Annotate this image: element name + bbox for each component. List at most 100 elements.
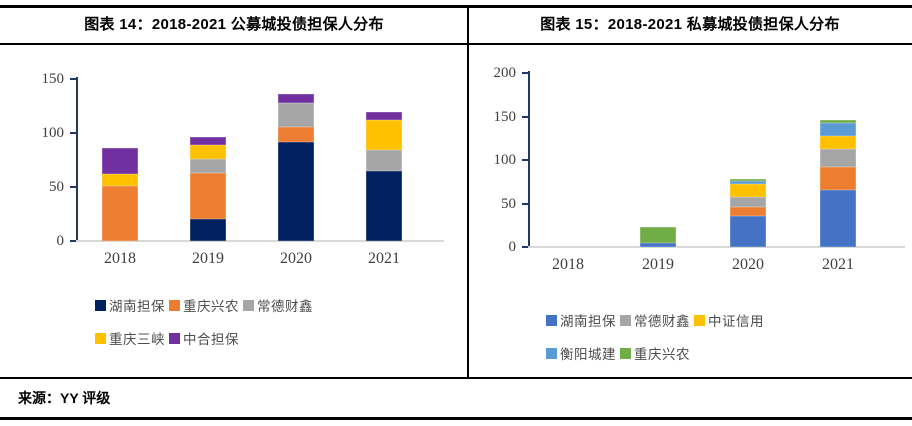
y-tick-label: 100 bbox=[41, 125, 65, 141]
y-tick-label: 200 bbox=[493, 65, 517, 81]
x-tick-label: 2021 bbox=[368, 250, 400, 267]
top-border bbox=[0, 5, 912, 8]
bar-segment bbox=[278, 126, 314, 142]
bottom-border bbox=[0, 417, 912, 420]
bar-segment bbox=[640, 226, 676, 243]
bar-segment bbox=[278, 102, 314, 127]
y-tick-label: 0 bbox=[508, 239, 517, 255]
legend-item: 中证信用 bbox=[694, 310, 764, 330]
y-axis-line bbox=[528, 71, 530, 247]
legend-label: 衡阳城建 bbox=[560, 347, 616, 362]
legend-row: 衡阳城建 重庆兴农 bbox=[546, 343, 690, 363]
legend-label: 常德财鑫 bbox=[634, 314, 690, 329]
bar-segment bbox=[102, 148, 138, 175]
bar-segment bbox=[366, 170, 402, 241]
legend-label: 中合担保 bbox=[183, 332, 239, 347]
legend-swatch bbox=[694, 314, 705, 326]
y-tick-mark bbox=[522, 72, 528, 74]
bar-segment bbox=[640, 242, 676, 247]
x-tick-label: 2019 bbox=[192, 250, 224, 267]
legend-swatch bbox=[620, 347, 631, 359]
legend-label: 湖南担保 bbox=[109, 299, 165, 314]
legend-label: 重庆三峡 bbox=[109, 332, 165, 347]
bar-segment bbox=[190, 172, 226, 220]
bar-segment bbox=[820, 135, 856, 149]
chart14-title: 图表 14：2018-2021 公募城投债担保人分布 bbox=[84, 16, 384, 33]
bar-segment bbox=[190, 219, 226, 241]
bar-segment bbox=[366, 150, 402, 171]
bar-segment bbox=[820, 119, 856, 124]
bar-segment bbox=[366, 112, 402, 121]
legend-swatch bbox=[169, 332, 180, 344]
y-tick-label: 150 bbox=[41, 71, 65, 87]
y-tick-label: 50 bbox=[49, 179, 64, 195]
y-tick-mark bbox=[522, 115, 528, 118]
legend-item: 常德财鑫 bbox=[620, 310, 690, 330]
legend-swatch bbox=[95, 299, 106, 311]
bar-segment bbox=[730, 184, 766, 197]
bar-segment bbox=[278, 94, 314, 103]
legend-label: 常德财鑫 bbox=[257, 299, 313, 314]
bar-segment bbox=[190, 144, 226, 159]
legend-swatch bbox=[95, 332, 106, 344]
bar-segment bbox=[820, 166, 856, 190]
bar-segment bbox=[730, 180, 766, 185]
bar-segment bbox=[190, 137, 226, 145]
y-tick-mark bbox=[522, 202, 528, 205]
header-underline bbox=[0, 43, 912, 45]
x-tick-label: 2020 bbox=[280, 250, 312, 267]
x-tick-label: 2020 bbox=[732, 256, 764, 273]
bar-segment bbox=[366, 120, 402, 151]
legend-item: 衡阳城建 bbox=[546, 343, 616, 363]
legend-label: 湖南担保 bbox=[560, 314, 616, 329]
bar-segment bbox=[730, 206, 766, 216]
bar-segment bbox=[820, 189, 856, 247]
legend-row: 重庆三峡 中合担保 bbox=[95, 328, 239, 348]
legend-swatch bbox=[169, 299, 180, 311]
legend-label: 重庆兴农 bbox=[634, 347, 690, 362]
bar-segment bbox=[278, 141, 314, 241]
source-divider bbox=[0, 377, 912, 379]
y-tick-label: 100 bbox=[493, 152, 517, 168]
y-axis-line bbox=[76, 77, 78, 241]
x-tick-label: 2021 bbox=[822, 256, 854, 273]
legend-swatch bbox=[620, 314, 631, 326]
y-tick-label: 0 bbox=[56, 233, 65, 249]
legend-label: 重庆兴农 bbox=[183, 299, 239, 314]
legend-swatch bbox=[546, 347, 557, 359]
bar-segment bbox=[190, 158, 226, 173]
legend-row: 湖南担保 常德财鑫 中证信用 bbox=[546, 310, 764, 330]
legend-row: 湖南担保 重庆兴农 常德财鑫 bbox=[95, 295, 313, 315]
bar-segment bbox=[820, 123, 856, 136]
y-tick-mark bbox=[522, 159, 528, 161]
y-tick-mark bbox=[522, 246, 528, 248]
legend-swatch bbox=[243, 299, 254, 311]
bar-segment bbox=[730, 196, 766, 207]
legend-item: 湖南担保 bbox=[95, 295, 165, 315]
bar-segment bbox=[102, 174, 138, 186]
y-tick-label: 50 bbox=[501, 195, 516, 212]
legend-item: 重庆兴农 bbox=[620, 343, 690, 363]
bar-segment bbox=[102, 185, 138, 241]
y-tick-mark bbox=[70, 78, 76, 80]
bar-segment bbox=[820, 148, 856, 167]
bar-segment bbox=[730, 215, 766, 247]
y-tick-mark bbox=[70, 240, 76, 242]
chart15-title: 图表 15：2018-2021 私募城投债担保人分布 bbox=[540, 16, 840, 33]
x-tick-label: 2018 bbox=[552, 256, 584, 273]
y-tick-mark bbox=[70, 132, 76, 134]
legend-swatch bbox=[546, 314, 557, 326]
legend-item: 重庆兴农 bbox=[169, 295, 239, 315]
legend-label: 中证信用 bbox=[708, 314, 764, 329]
y-tick-mark bbox=[70, 186, 76, 188]
x-axis-line bbox=[528, 246, 905, 248]
column-divider bbox=[467, 5, 469, 378]
source-text: 来源：YY 评级 bbox=[18, 390, 111, 406]
legend-item: 重庆三峡 bbox=[95, 328, 165, 348]
y-tick-label: 150 bbox=[493, 108, 517, 125]
legend-item: 常德财鑫 bbox=[243, 295, 313, 315]
x-axis-line bbox=[76, 240, 444, 242]
legend-item: 湖南担保 bbox=[546, 310, 616, 330]
bar-segment bbox=[730, 179, 766, 181]
